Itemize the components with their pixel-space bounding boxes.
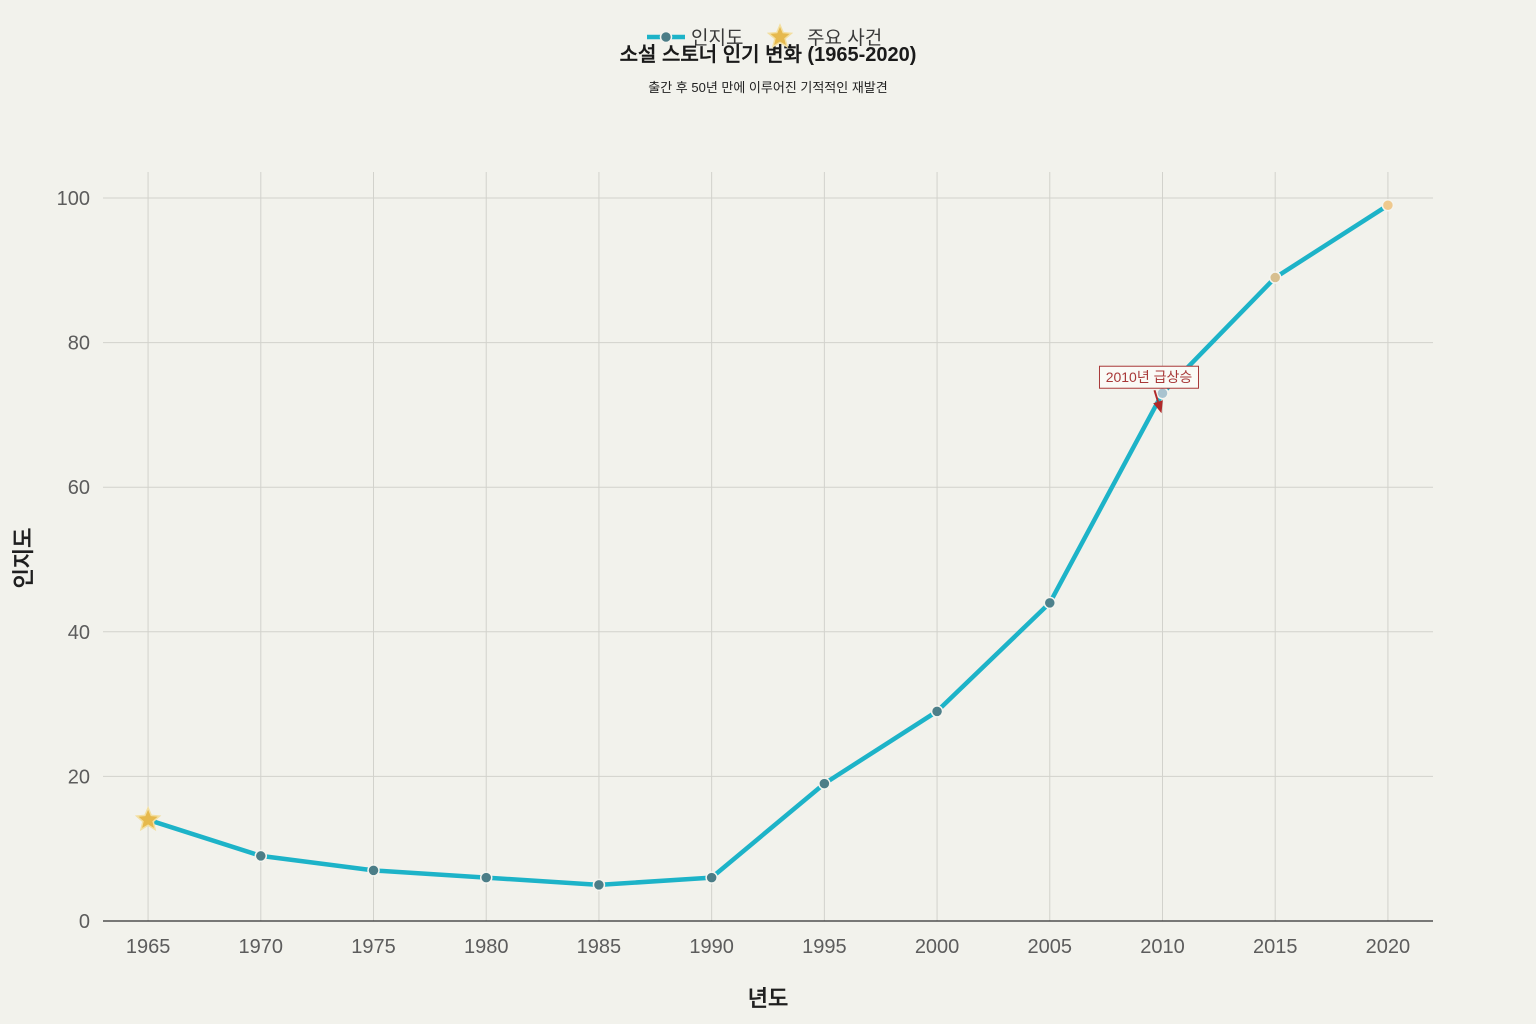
data-point-marker <box>592 878 606 892</box>
data-point-marker <box>818 777 831 790</box>
data-point-marker <box>1156 386 1169 400</box>
star-icon <box>766 23 794 49</box>
data-point-marker <box>254 849 268 863</box>
chart-subtitle: 출간 후 50년 만에 이루어진 기적적인 재발견 <box>648 80 887 95</box>
x-tick-label: 1980 <box>464 936 509 958</box>
annotation-label: 2010년 급상승 <box>1106 369 1193 385</box>
x-tick-label: 2010 <box>1140 936 1185 958</box>
x-tick-label: 2015 <box>1253 936 1298 958</box>
data-point-marker <box>930 705 944 718</box>
data-point-marker <box>479 871 493 884</box>
x-tick-label: 1970 <box>239 936 284 958</box>
legend-label-popularity: 인지도 <box>691 27 743 49</box>
legend-label-events: 주요 사건 <box>807 27 882 49</box>
annotation-box <box>1098 365 1199 389</box>
y-tick-label: 60 <box>68 477 90 499</box>
y-tick-label: 0 <box>79 911 90 933</box>
y-tick-label: 80 <box>68 333 90 355</box>
tick-labels: 0 20 40 60 80 100 1965 1970 1975 1980 1985 1990 1995… <box>57 188 1411 958</box>
x-tick-label: 2005 <box>1028 936 1073 958</box>
chart-title: 소설 스토너 인기 변화 (1965-2020) <box>620 43 917 66</box>
x-tick-label: 1975 <box>351 936 396 958</box>
y-axis-title: 인지도 <box>11 528 36 589</box>
y-tick-label: 100 <box>57 188 90 210</box>
annotation-arrowhead <box>1153 400 1163 414</box>
x-axis-title: 년도 <box>748 986 788 1011</box>
data-point-marker <box>1381 199 1395 212</box>
annotation-arrow <box>1153 389 1159 403</box>
x-tick-label: 1990 <box>689 936 734 958</box>
y-tick-label: 40 <box>68 622 90 644</box>
annotations-layer: 2010년 급상승 <box>1098 365 1199 414</box>
data-point-marker <box>1268 271 1282 284</box>
x-tick-label: 2020 <box>1366 936 1411 958</box>
annotation: 2010년 급상승 <box>1098 365 1199 414</box>
grid <box>103 172 1433 922</box>
data-point-marker <box>1043 596 1057 610</box>
x-tick-label: 1995 <box>802 936 847 958</box>
event-star-marker <box>134 805 162 832</box>
x-tick-label: 1965 <box>126 936 171 958</box>
legend-marker-swatch <box>659 30 673 44</box>
legend: 인지도 주요 사건 <box>647 23 883 49</box>
data-point-marker <box>705 871 718 884</box>
x-tick-label: 1985 <box>577 936 622 958</box>
x-tick-label: 2000 <box>915 936 960 958</box>
legend-item-popularity[interactable]: 인지도 <box>647 27 743 49</box>
legend-item-events[interactable]: 주요 사건 <box>766 23 883 49</box>
data-point-marker <box>367 864 380 877</box>
y-tick-label: 20 <box>68 766 90 788</box>
